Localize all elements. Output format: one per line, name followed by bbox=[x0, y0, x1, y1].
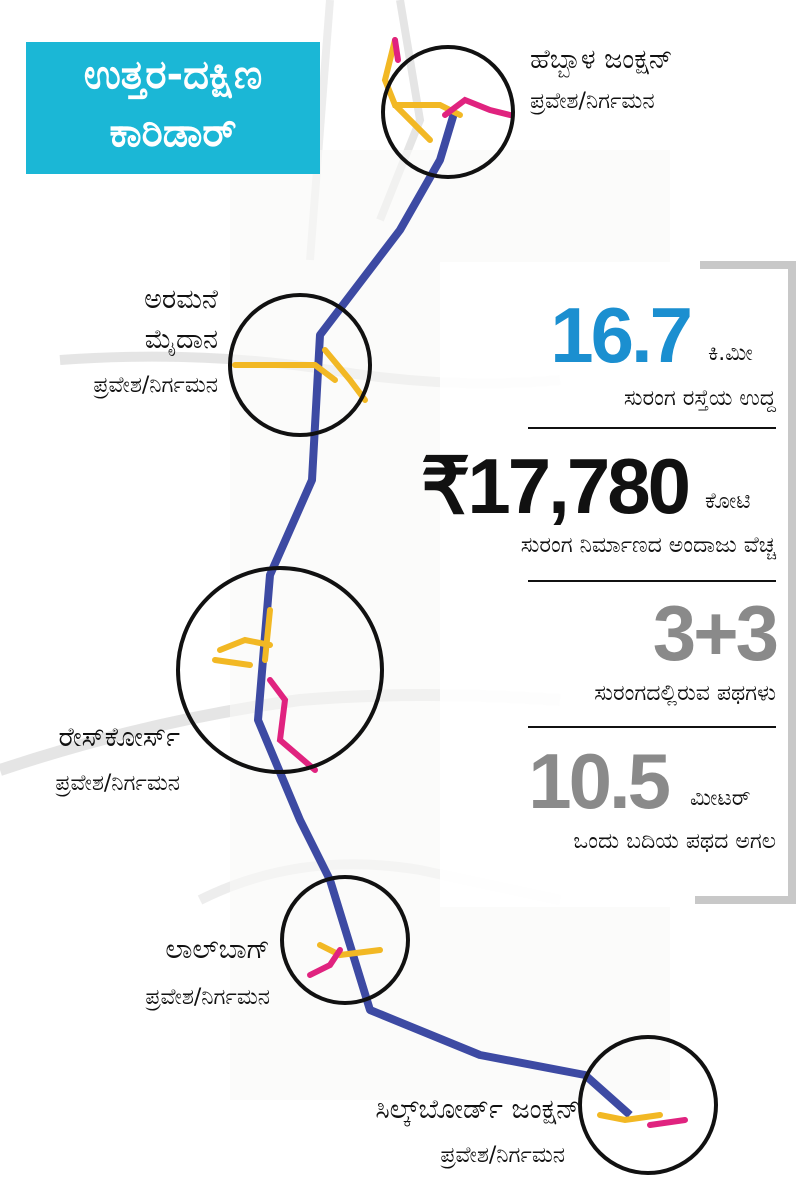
title-line: ಉತ್ತರ-ದಕ್ಷಿಣ bbox=[84, 52, 263, 99]
stat-label: ಸುರಂಗ ರಸ್ತೆಯ ಉದ್ದ bbox=[624, 386, 776, 413]
stat-unit: ಮೀಟರ್ bbox=[690, 786, 751, 811]
stat-value: 16.7 bbox=[550, 291, 690, 379]
junction-name: ಲಾಲ್‌ಬಾಗ್ bbox=[165, 934, 270, 965]
stats-dividers bbox=[528, 427, 776, 728]
stats-panel bbox=[440, 262, 802, 907]
junction-note: ಪ್ರವೇಶ/ನಿರ್ಗಮನ bbox=[529, 89, 654, 114]
stat-value: 10.5 bbox=[528, 737, 669, 825]
junction-note: ಪ್ರವೇಶ/ನಿರ್ಗಮನ bbox=[55, 771, 180, 796]
junction-note: ಪ್ರವೇಶ/ನಿರ್ಗಮನ bbox=[145, 985, 270, 1010]
title-line: ಕಾರಿಡಾರ್ bbox=[110, 110, 237, 156]
junction-name: ಮೈದಾನ bbox=[145, 324, 218, 356]
junction-name: ರೇಸ್‌ಕೋರ್ಸ್ bbox=[58, 722, 180, 753]
junction-name: ಅರಮನೆ bbox=[144, 284, 219, 315]
junction-note: ಪ್ರವೇಶ/ನಿರ್ಗಮನ bbox=[440, 1143, 565, 1168]
tunnel-route bbox=[254, 108, 633, 1118]
stat-label: ಸುರಂಗದಲ್ಲಿರುವ ಪಥಗಳು bbox=[594, 681, 776, 706]
stat-label: ಒಂದು ಬದಿಯ ಪಥದ ಅಗಲ bbox=[573, 829, 776, 854]
stat-value: 3+3 bbox=[653, 589, 777, 677]
junction-name: ಸಿಲ್ಕ್‌ಬೋರ್ಡ್ ಜಂಕ್ಷನ್ bbox=[375, 1094, 580, 1127]
junction-name: ಹೆಬ್ಬಾಳ ಜಂಕ್ಷನ್ bbox=[530, 44, 673, 77]
stat-unit: ಕೋಟಿ bbox=[705, 489, 751, 514]
junction-circles bbox=[176, 45, 718, 1175]
stat-value: ₹17,780 bbox=[421, 442, 689, 530]
stat-label: ಸುರಂಗ ನಿರ್ಮಾಣದ ಅಂದಾಜು ವೆಚ್ಚ bbox=[521, 533, 777, 560]
stat-unit: ಕಿ.ಮೀ bbox=[708, 341, 753, 366]
title-box bbox=[26, 42, 320, 174]
ramps bbox=[212, 37, 688, 1128]
stats-bracket bbox=[695, 261, 796, 904]
junction-note: ಪ್ರವೇಶ/ನಿರ್ಗಮನ bbox=[93, 373, 218, 398]
